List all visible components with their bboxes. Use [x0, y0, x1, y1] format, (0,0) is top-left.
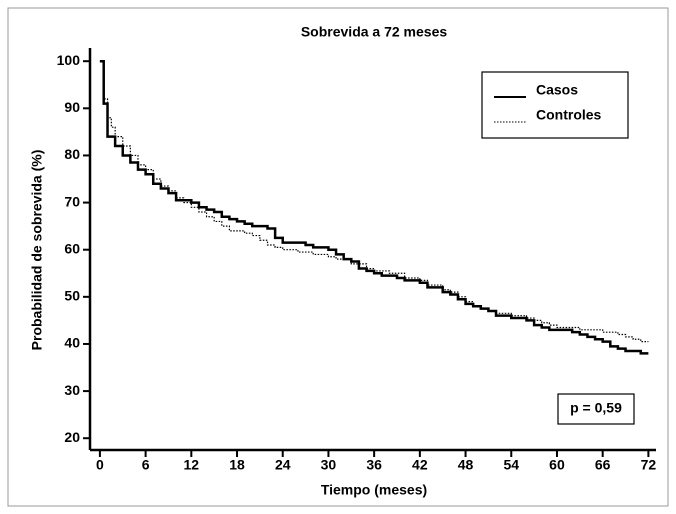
x-axis-label: Tiempo (meses): [321, 482, 427, 498]
x-tick-label: 12: [184, 457, 200, 473]
y-tick-label: 70: [64, 193, 80, 209]
x-tick-label: 24: [275, 457, 291, 473]
y-tick-label: 30: [64, 382, 80, 398]
survival-line: [99, 59, 649, 355]
x-tick-label: 66: [595, 457, 611, 473]
y-tick-label: 60: [64, 240, 80, 256]
x-tick-label: 18: [229, 457, 245, 473]
y-tick-label: 80: [64, 146, 80, 162]
y-tick-label: 40: [64, 335, 80, 351]
x-tick-label: 54: [503, 457, 519, 473]
x-tick-label: 48: [458, 457, 474, 473]
chart-title: Sobrevida a 72 meses: [301, 24, 448, 40]
x-tick-label: 30: [321, 457, 337, 473]
y-tick-label: 50: [64, 288, 80, 304]
x-tick-label: 36: [366, 457, 382, 473]
legend-label: Controles: [536, 107, 602, 123]
y-axis-label: Probabilidad de sobrevida (%): [29, 150, 45, 351]
legend-label: Casos: [536, 82, 578, 98]
x-tick-label: 72: [641, 457, 657, 473]
y-tick-label: 20: [64, 429, 80, 445]
x-tick-label: 60: [549, 457, 565, 473]
annotation: p = 0,59: [570, 400, 622, 416]
legend-box: [481, 71, 629, 139]
y-tick-label: 100: [57, 52, 81, 68]
annotation-box: [557, 393, 635, 425]
x-tick-label: 6: [142, 457, 150, 473]
legend: Casos Controles: [481, 71, 629, 139]
survival-line: [99, 60, 649, 343]
y-tick-label: 90: [64, 99, 80, 115]
x-tick-label: 0: [96, 457, 104, 473]
x-tick-label: 42: [412, 457, 428, 473]
figure-frame: [7, 7, 669, 507]
